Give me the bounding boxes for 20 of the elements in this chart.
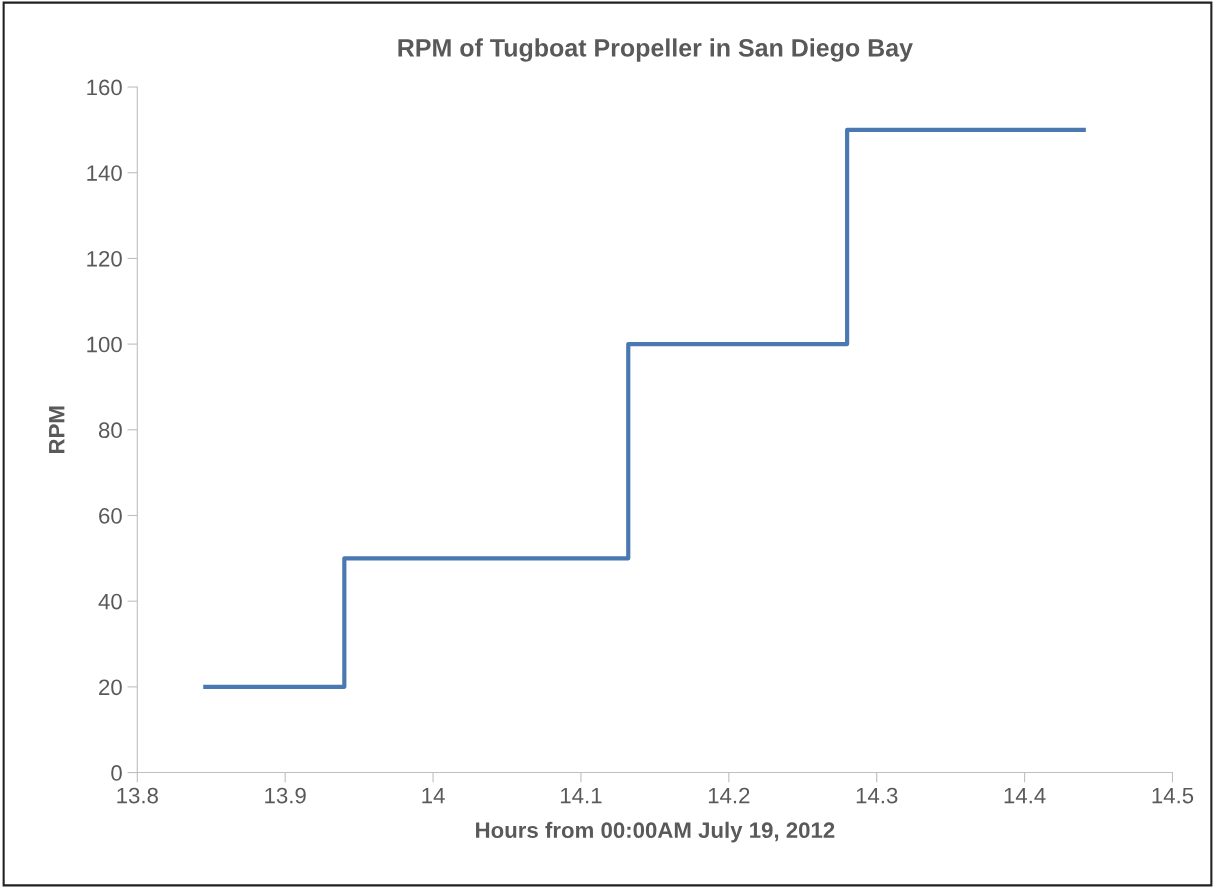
y-tick-label: 0 xyxy=(111,765,122,781)
y-tick-label: 120 xyxy=(87,250,122,267)
x-tick-label: 14.5 xyxy=(1152,787,1194,804)
chart-title: RPM of Tugboat Propeller in San Diego Bay xyxy=(398,38,913,62)
y-tick-label: 100 xyxy=(87,336,122,353)
y-axis-title: RPM xyxy=(49,406,65,453)
x-tick-label: 14.3 xyxy=(856,787,898,804)
y-tick-label: 60 xyxy=(99,508,122,524)
y-tick-label: 80 xyxy=(98,422,122,439)
x-tick-label: 14.1 xyxy=(561,787,602,804)
y-tick-label: 140 xyxy=(87,165,122,181)
x-tick-label: 14 xyxy=(422,787,445,804)
x-tick-label: 14.4 xyxy=(1004,787,1046,804)
x-axis-title: Hours from 00:00AM July 19, 2012 xyxy=(476,821,835,843)
x-tick-label: 14.2 xyxy=(708,787,750,804)
y-tick-label: 40 xyxy=(98,593,122,610)
x-tick-label: 13.8 xyxy=(117,787,158,804)
y-tick-label: 160 xyxy=(87,79,122,96)
y-tick-label: 20 xyxy=(99,679,122,696)
x-tick-label: 13.9 xyxy=(265,787,306,804)
